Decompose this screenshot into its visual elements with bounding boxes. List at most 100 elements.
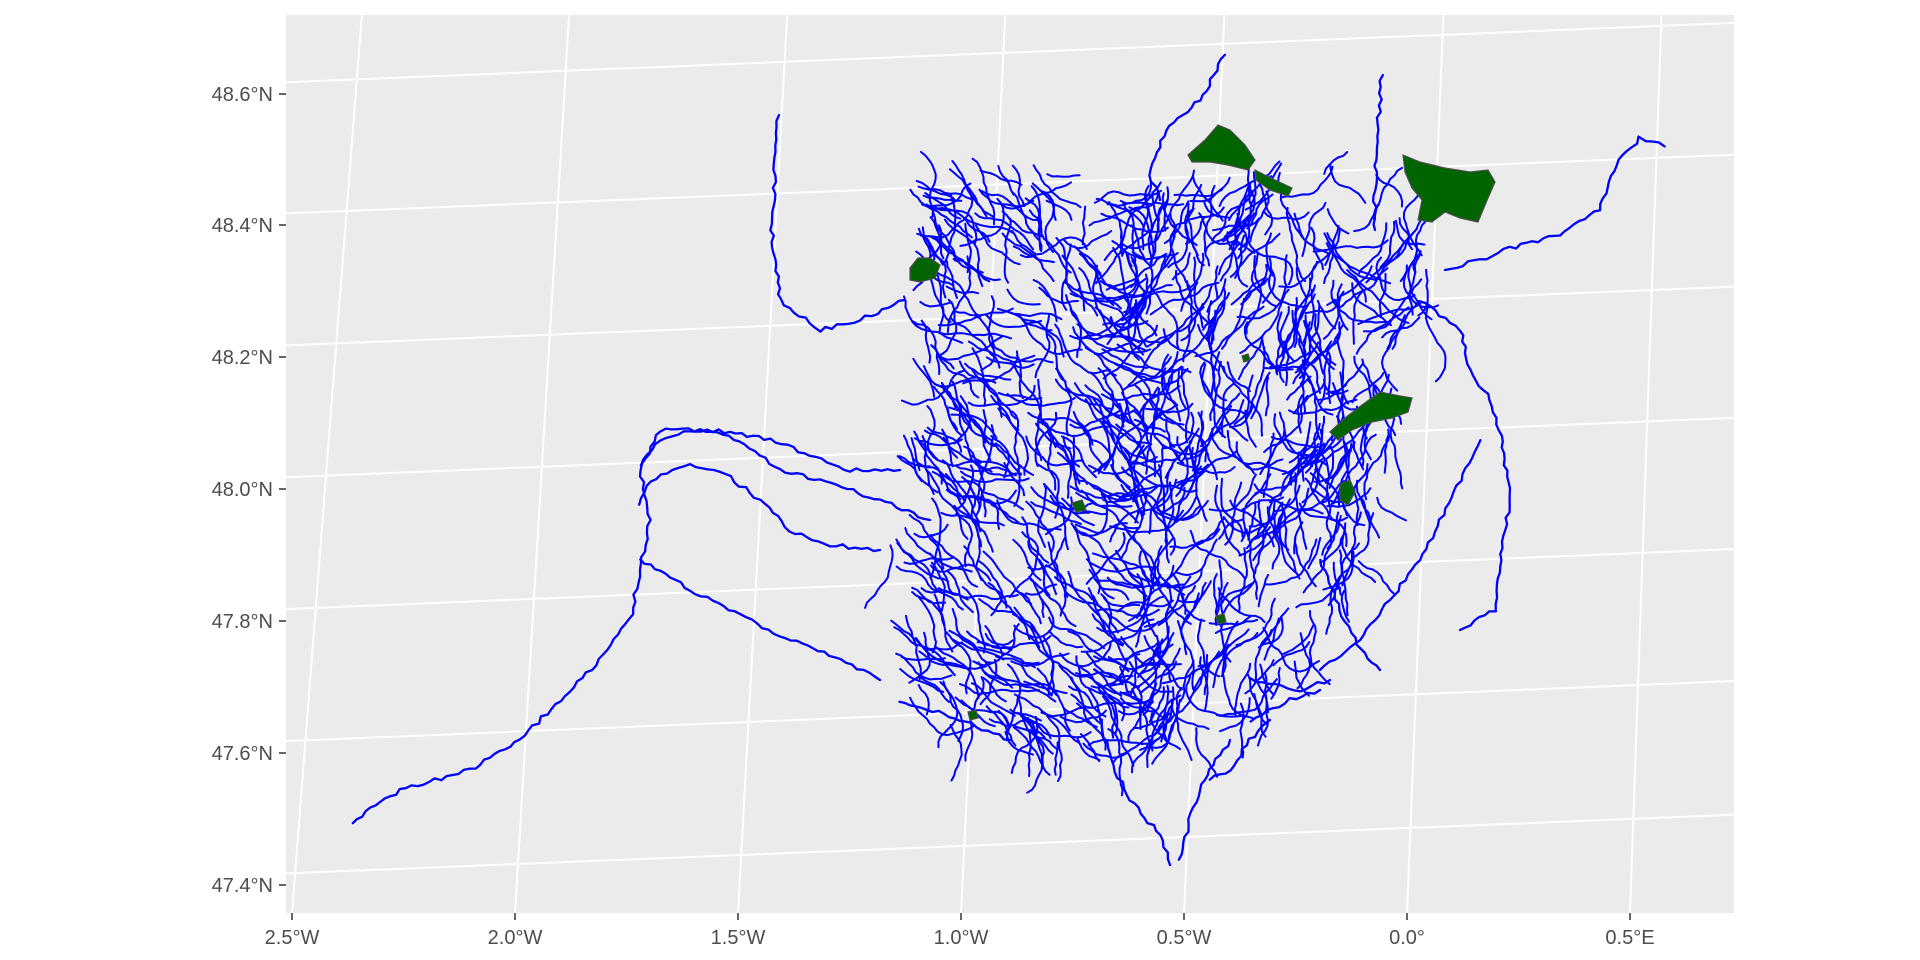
river [972, 623, 1020, 667]
river [1154, 200, 1169, 243]
river [1299, 421, 1312, 482]
river [1124, 250, 1174, 261]
river [1142, 642, 1162, 716]
river [896, 542, 950, 583]
river [927, 224, 943, 260]
river [974, 212, 1035, 251]
river [1286, 375, 1312, 401]
river [1106, 576, 1186, 596]
river [948, 629, 993, 664]
river [1280, 502, 1297, 573]
river [1167, 207, 1195, 269]
river [1389, 407, 1404, 490]
river [1054, 323, 1112, 375]
river [1338, 549, 1349, 617]
river [929, 278, 945, 333]
river [997, 392, 1043, 401]
river [1304, 477, 1348, 548]
river [1152, 290, 1180, 351]
river [1341, 511, 1362, 587]
river [1074, 493, 1109, 537]
river [1105, 252, 1168, 291]
river [1148, 480, 1163, 535]
river [1214, 484, 1242, 557]
river [1136, 273, 1149, 318]
river [982, 550, 1033, 605]
river [1070, 693, 1149, 709]
river [1029, 728, 1054, 755]
x-tick-label: 0.0° [1389, 927, 1425, 949]
river [1053, 741, 1059, 776]
forests-layer [909, 124, 1496, 721]
forest-area [909, 257, 941, 283]
river [908, 513, 945, 570]
river [1034, 314, 1051, 379]
river [1076, 323, 1152, 354]
river [1109, 643, 1174, 687]
river [1006, 288, 1041, 306]
river [1379, 220, 1396, 269]
x-tick-label: 0.5°E [1605, 927, 1654, 949]
river [1132, 460, 1162, 479]
river [903, 295, 964, 344]
river [1135, 564, 1175, 619]
river [1150, 712, 1182, 751]
river [1158, 586, 1173, 668]
graticule-parallel [286, 416, 1734, 479]
river [953, 310, 996, 349]
river [1236, 285, 1287, 320]
river [1098, 586, 1130, 601]
forest-area [967, 709, 979, 721]
river [1044, 496, 1073, 536]
river [1145, 306, 1205, 348]
graticule-meridian [514, 15, 571, 913]
river [1156, 545, 1171, 586]
river [921, 203, 973, 239]
river [1161, 670, 1194, 685]
river [918, 650, 987, 670]
river [1281, 624, 1315, 656]
river [1043, 483, 1069, 551]
river [1056, 500, 1095, 527]
river [1108, 201, 1123, 255]
river [1171, 252, 1191, 281]
river [1034, 411, 1058, 467]
river [1025, 435, 1085, 467]
x-tick-label: 2.5°W [265, 927, 320, 949]
river [1163, 235, 1176, 269]
river [898, 700, 1012, 742]
river [945, 631, 972, 695]
river [1122, 202, 1137, 267]
river [997, 165, 1015, 196]
graticule-meridian [1406, 15, 1445, 913]
river [1119, 494, 1146, 561]
river [1011, 229, 1036, 255]
river [1310, 226, 1324, 271]
river [1218, 518, 1245, 540]
river [995, 655, 1040, 665]
river [940, 511, 994, 553]
river [895, 652, 953, 681]
river [1092, 264, 1117, 337]
river [1072, 411, 1094, 446]
river [1304, 438, 1343, 474]
river [1045, 564, 1067, 617]
river [1148, 686, 1165, 723]
river [917, 227, 932, 260]
river [1301, 201, 1327, 257]
river [1130, 683, 1143, 730]
river [1003, 217, 1012, 284]
river [1011, 410, 1021, 470]
river [917, 596, 937, 654]
river [925, 468, 969, 540]
x-tick-label: 0.5°W [1157, 927, 1212, 949]
river [638, 462, 882, 553]
river [1029, 636, 1088, 678]
river [1293, 277, 1312, 348]
river [1119, 666, 1143, 704]
river [1329, 164, 1367, 204]
river [1045, 714, 1063, 782]
river [1357, 222, 1388, 275]
river [1417, 268, 1429, 317]
river [1119, 691, 1168, 722]
